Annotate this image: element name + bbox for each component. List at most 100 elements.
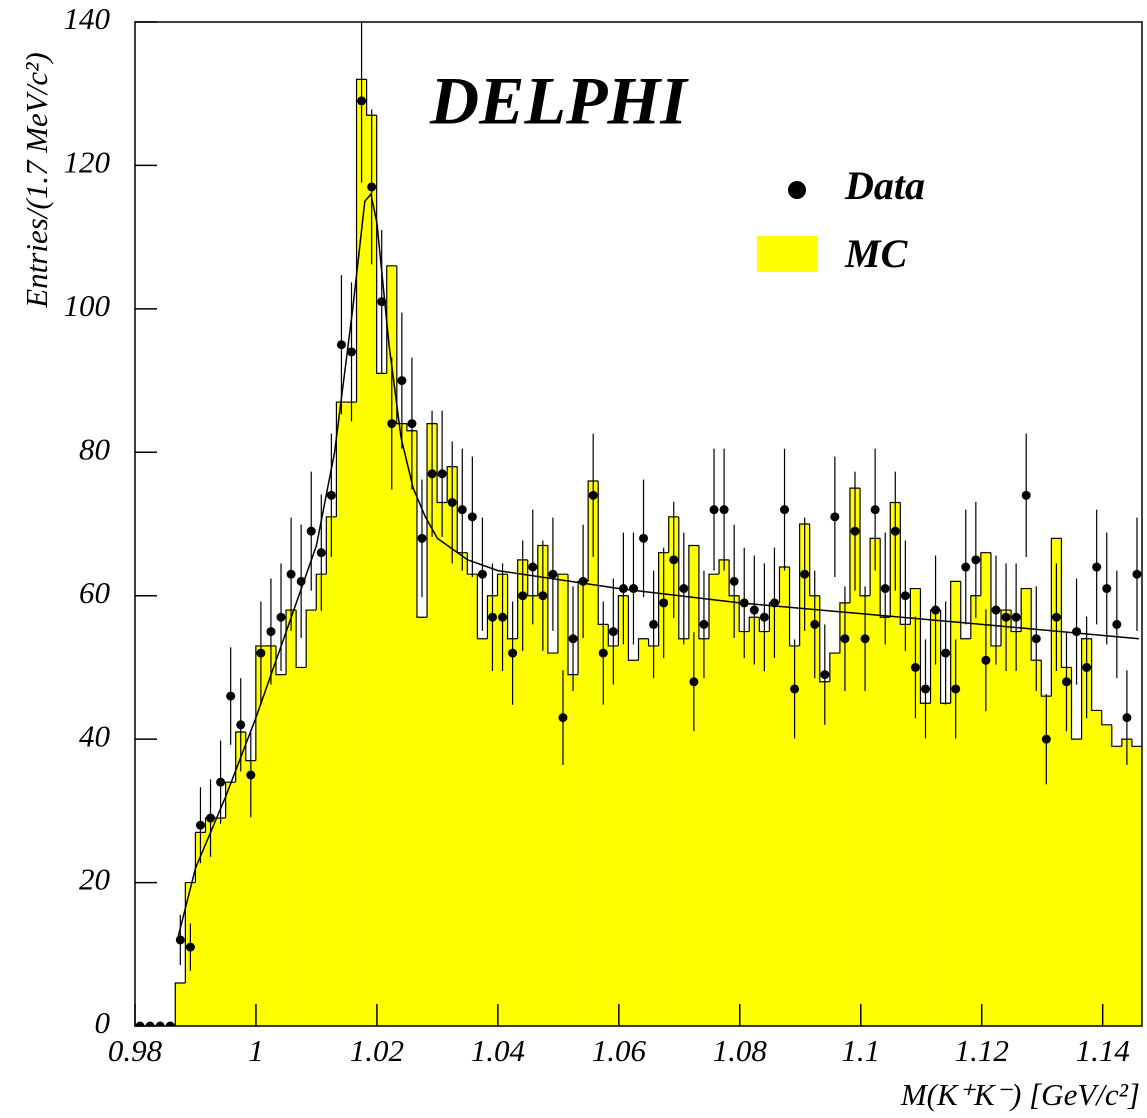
mc-bar — [779, 567, 790, 1026]
legend-label: Data — [844, 163, 925, 208]
mc-bar — [1081, 638, 1092, 1026]
mc-bar — [749, 617, 760, 1026]
data-point — [840, 634, 850, 644]
data-point — [1132, 569, 1142, 579]
mc-bar — [336, 402, 347, 1026]
data-point — [1072, 627, 1082, 637]
data-point — [1041, 734, 1051, 744]
mc-bar — [568, 674, 579, 1026]
data-point — [387, 419, 397, 429]
mc-bar — [668, 516, 680, 1026]
mc-bar-outline — [245, 731, 256, 762]
y-tick-label: 140 — [64, 1, 111, 36]
mc-bar-outline — [597, 480, 609, 625]
data-point — [729, 576, 739, 586]
mc-bar-outline — [1111, 724, 1122, 747]
mc-bar-outline — [1101, 710, 1112, 726]
data-point — [1031, 634, 1041, 644]
mc-bar-outline — [728, 559, 740, 597]
data-point — [890, 526, 900, 536]
data-point — [538, 591, 548, 601]
mc-bar — [618, 595, 629, 1026]
data-point — [256, 648, 266, 658]
data-point — [598, 648, 608, 658]
x-tick-label: 1.08 — [713, 1033, 768, 1068]
mc-bar-outline — [607, 624, 619, 647]
mc-bar-outline — [426, 423, 438, 618]
data-point — [1112, 619, 1122, 629]
mc-bar — [638, 638, 649, 1026]
mc-bar — [1041, 696, 1052, 1026]
y-tick-label: 60 — [79, 575, 111, 610]
mc-bar — [789, 645, 800, 1026]
data-point — [1021, 490, 1031, 500]
data-point — [185, 942, 195, 952]
data-point — [377, 297, 387, 307]
data-point — [1102, 584, 1112, 594]
legend-marker — [788, 181, 806, 199]
data-point — [830, 512, 840, 522]
mc-bar-outline — [879, 538, 891, 618]
data-point — [518, 591, 528, 601]
mc-bar — [557, 574, 569, 1026]
fit-curve — [176, 192, 1140, 941]
mc-bar-outline — [527, 559, 538, 597]
data-point — [951, 684, 961, 694]
mc-bar — [306, 610, 317, 1026]
mc-bar — [225, 782, 236, 1026]
data-point — [1082, 662, 1092, 672]
mc-bar-outline — [1060, 538, 1072, 669]
data-point — [961, 562, 971, 572]
mc-bar — [698, 638, 710, 1026]
legend-label: MC — [844, 231, 909, 276]
mc-bar — [890, 502, 901, 1026]
mc-bar-outline — [335, 401, 347, 517]
mc-bar-outline — [255, 645, 266, 761]
mc-bar — [1131, 746, 1142, 1026]
data-point — [669, 555, 679, 565]
data-point — [246, 770, 256, 780]
mc-bar — [245, 760, 257, 1026]
mc-bar — [1051, 538, 1062, 1026]
mc-bar — [759, 631, 770, 1026]
data-point — [407, 419, 417, 429]
mc-bar — [729, 595, 740, 1026]
mc-bar — [215, 818, 226, 1026]
mc-bar — [970, 595, 982, 1026]
y-tick-label: 80 — [79, 431, 111, 466]
data-point — [568, 634, 578, 644]
mc-bar-outline — [940, 610, 951, 704]
data-point — [236, 720, 246, 730]
data-point — [336, 340, 346, 350]
mc-bar-outline — [416, 430, 428, 618]
data-point — [367, 182, 377, 192]
x-tick-label: 1.02 — [350, 1033, 404, 1068]
mc-bar-outline — [899, 502, 911, 625]
data-point — [266, 627, 276, 637]
mc-bar-outline — [1010, 610, 1022, 633]
data-point — [608, 627, 618, 637]
mc-bar — [175, 982, 186, 1026]
mc-bar-outline — [1040, 660, 1052, 697]
mc-bar — [628, 660, 639, 1026]
mc-bar-outline — [285, 609, 297, 675]
data-point — [477, 569, 487, 579]
data-point — [578, 576, 588, 586]
data-point — [216, 777, 226, 787]
mc-bar-outline — [909, 587, 921, 625]
mc-bar-outline — [436, 423, 448, 504]
mc-bar — [799, 524, 810, 1026]
mc-bar-outline — [960, 581, 971, 640]
data-point — [810, 619, 820, 629]
mc-bar — [1011, 631, 1022, 1026]
mc-bar-outline — [668, 516, 679, 553]
data-point — [800, 569, 810, 579]
mc-bar-outline — [315, 573, 327, 611]
data-point — [739, 598, 749, 608]
mc-bar-outline — [567, 574, 579, 676]
mc-bar — [990, 645, 1002, 1026]
mc-bar-outline — [225, 781, 236, 819]
mc-bar-outline — [869, 537, 881, 596]
data-point — [427, 469, 437, 479]
mc-bar-outline — [617, 595, 629, 646]
